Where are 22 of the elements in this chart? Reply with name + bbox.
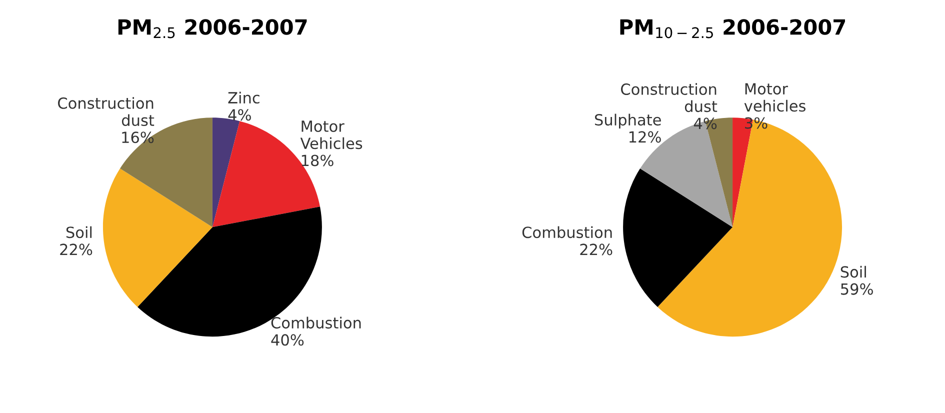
data-label: 4%	[694, 118, 717, 130]
slice-label: Motor vehicles	[744, 83, 806, 112]
chart-title: PM$_{10−2.5}$ 2006-2007	[620, 19, 845, 38]
slice-label: Motor Vehicles	[300, 120, 362, 150]
slice-label: Soil	[840, 266, 866, 278]
data-label: 59%	[841, 283, 873, 295]
data-label: 18%	[302, 154, 334, 166]
slice-label: Combustion	[271, 316, 361, 329]
slice-label: Construction dust	[58, 97, 154, 126]
slice-label: Combustion	[522, 226, 612, 238]
data-label: 4%	[228, 109, 251, 121]
pie-slice	[623, 168, 733, 307]
slice-label: Construction dust	[621, 83, 718, 112]
chart-title: PM$_{2.5}$ 2006-2007	[118, 19, 307, 38]
slice-label: Zinc	[228, 92, 260, 104]
slice-label: Soil	[66, 226, 92, 238]
pie-slice	[102, 168, 212, 307]
data-label: 40%	[271, 334, 304, 346]
slice-label: Sulphate	[594, 114, 661, 129]
data-label: 22%	[580, 244, 612, 256]
data-label: 22%	[60, 244, 92, 256]
data-label: 12%	[629, 131, 661, 143]
